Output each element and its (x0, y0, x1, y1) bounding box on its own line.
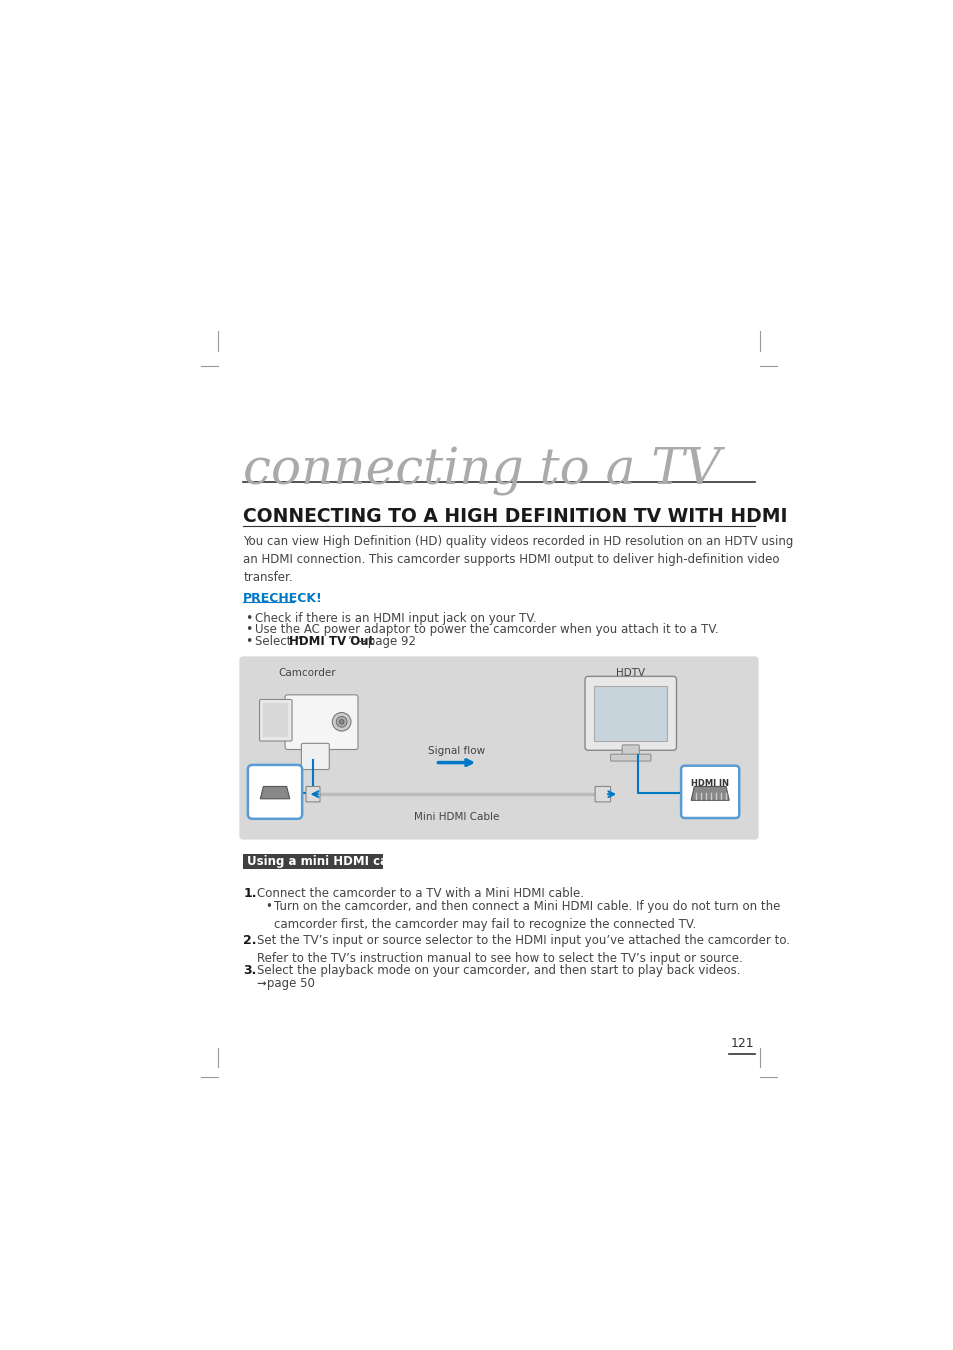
Text: Mini HDMI Cable: Mini HDMI Cable (414, 811, 498, 822)
Text: •: • (245, 624, 253, 636)
Text: Connect the camcorder to a TV with a Mini HDMI cable.: Connect the camcorder to a TV with a Min… (257, 887, 583, 900)
Text: Select “: Select “ (254, 634, 301, 648)
FancyBboxPatch shape (301, 744, 329, 769)
Text: ”.➞page 92: ”.➞page 92 (348, 634, 416, 648)
Text: You can view High Definition (HD) quality videos recorded in HD resolution on an: You can view High Definition (HD) qualit… (243, 536, 793, 585)
FancyBboxPatch shape (594, 686, 666, 741)
Text: HDMI TV Out: HDMI TV Out (289, 634, 374, 648)
FancyBboxPatch shape (610, 755, 650, 761)
Circle shape (339, 720, 344, 724)
Text: •: • (245, 612, 253, 625)
Text: connecting to a TV: connecting to a TV (243, 447, 720, 497)
Polygon shape (260, 787, 290, 799)
Text: CONNECTING TO A HIGH DEFINITION TV WITH HDMI: CONNECTING TO A HIGH DEFINITION TV WITH … (243, 508, 787, 526)
Text: 1.: 1. (243, 887, 256, 900)
Polygon shape (691, 787, 728, 801)
Text: 121: 121 (730, 1037, 754, 1050)
FancyBboxPatch shape (584, 676, 676, 751)
FancyBboxPatch shape (243, 855, 382, 869)
FancyBboxPatch shape (248, 765, 302, 819)
FancyBboxPatch shape (259, 699, 292, 741)
Text: 3.: 3. (243, 964, 256, 976)
Text: Select the playback mode on your camcorder, and then start to play back videos.: Select the playback mode on your camcord… (257, 964, 740, 976)
Text: •: • (245, 634, 253, 648)
FancyBboxPatch shape (680, 765, 739, 818)
Text: 2.: 2. (243, 934, 256, 948)
Text: Using a mini HDMI cable: Using a mini HDMI cable (247, 855, 408, 868)
Text: Use the AC power adaptor to power the camcorder when you attach it to a TV.: Use the AC power adaptor to power the ca… (254, 624, 718, 636)
FancyBboxPatch shape (621, 745, 639, 757)
Text: ➞page 50: ➞page 50 (257, 976, 314, 990)
Text: PRECHECK!: PRECHECK! (243, 591, 323, 605)
Text: Check if there is an HDMI input jack on your TV.: Check if there is an HDMI input jack on … (254, 612, 536, 625)
Text: HDMI IN: HDMI IN (690, 779, 728, 788)
FancyBboxPatch shape (285, 695, 357, 749)
Circle shape (335, 717, 347, 728)
Text: •: • (265, 900, 272, 914)
Text: HDTV: HDTV (616, 668, 644, 678)
FancyBboxPatch shape (239, 656, 758, 840)
FancyBboxPatch shape (595, 787, 610, 802)
Text: Camcorder: Camcorder (277, 668, 335, 678)
Text: Turn on the camcorder, and then connect a Mini HDMI cable. If you do not turn on: Turn on the camcorder, and then connect … (274, 900, 780, 931)
Text: Signal flow: Signal flow (427, 747, 484, 756)
Circle shape (332, 713, 351, 732)
FancyBboxPatch shape (263, 703, 288, 737)
Text: Set the TV’s input or source selector to the HDMI input you’ve attached the camc: Set the TV’s input or source selector to… (257, 934, 789, 965)
FancyBboxPatch shape (306, 787, 319, 802)
